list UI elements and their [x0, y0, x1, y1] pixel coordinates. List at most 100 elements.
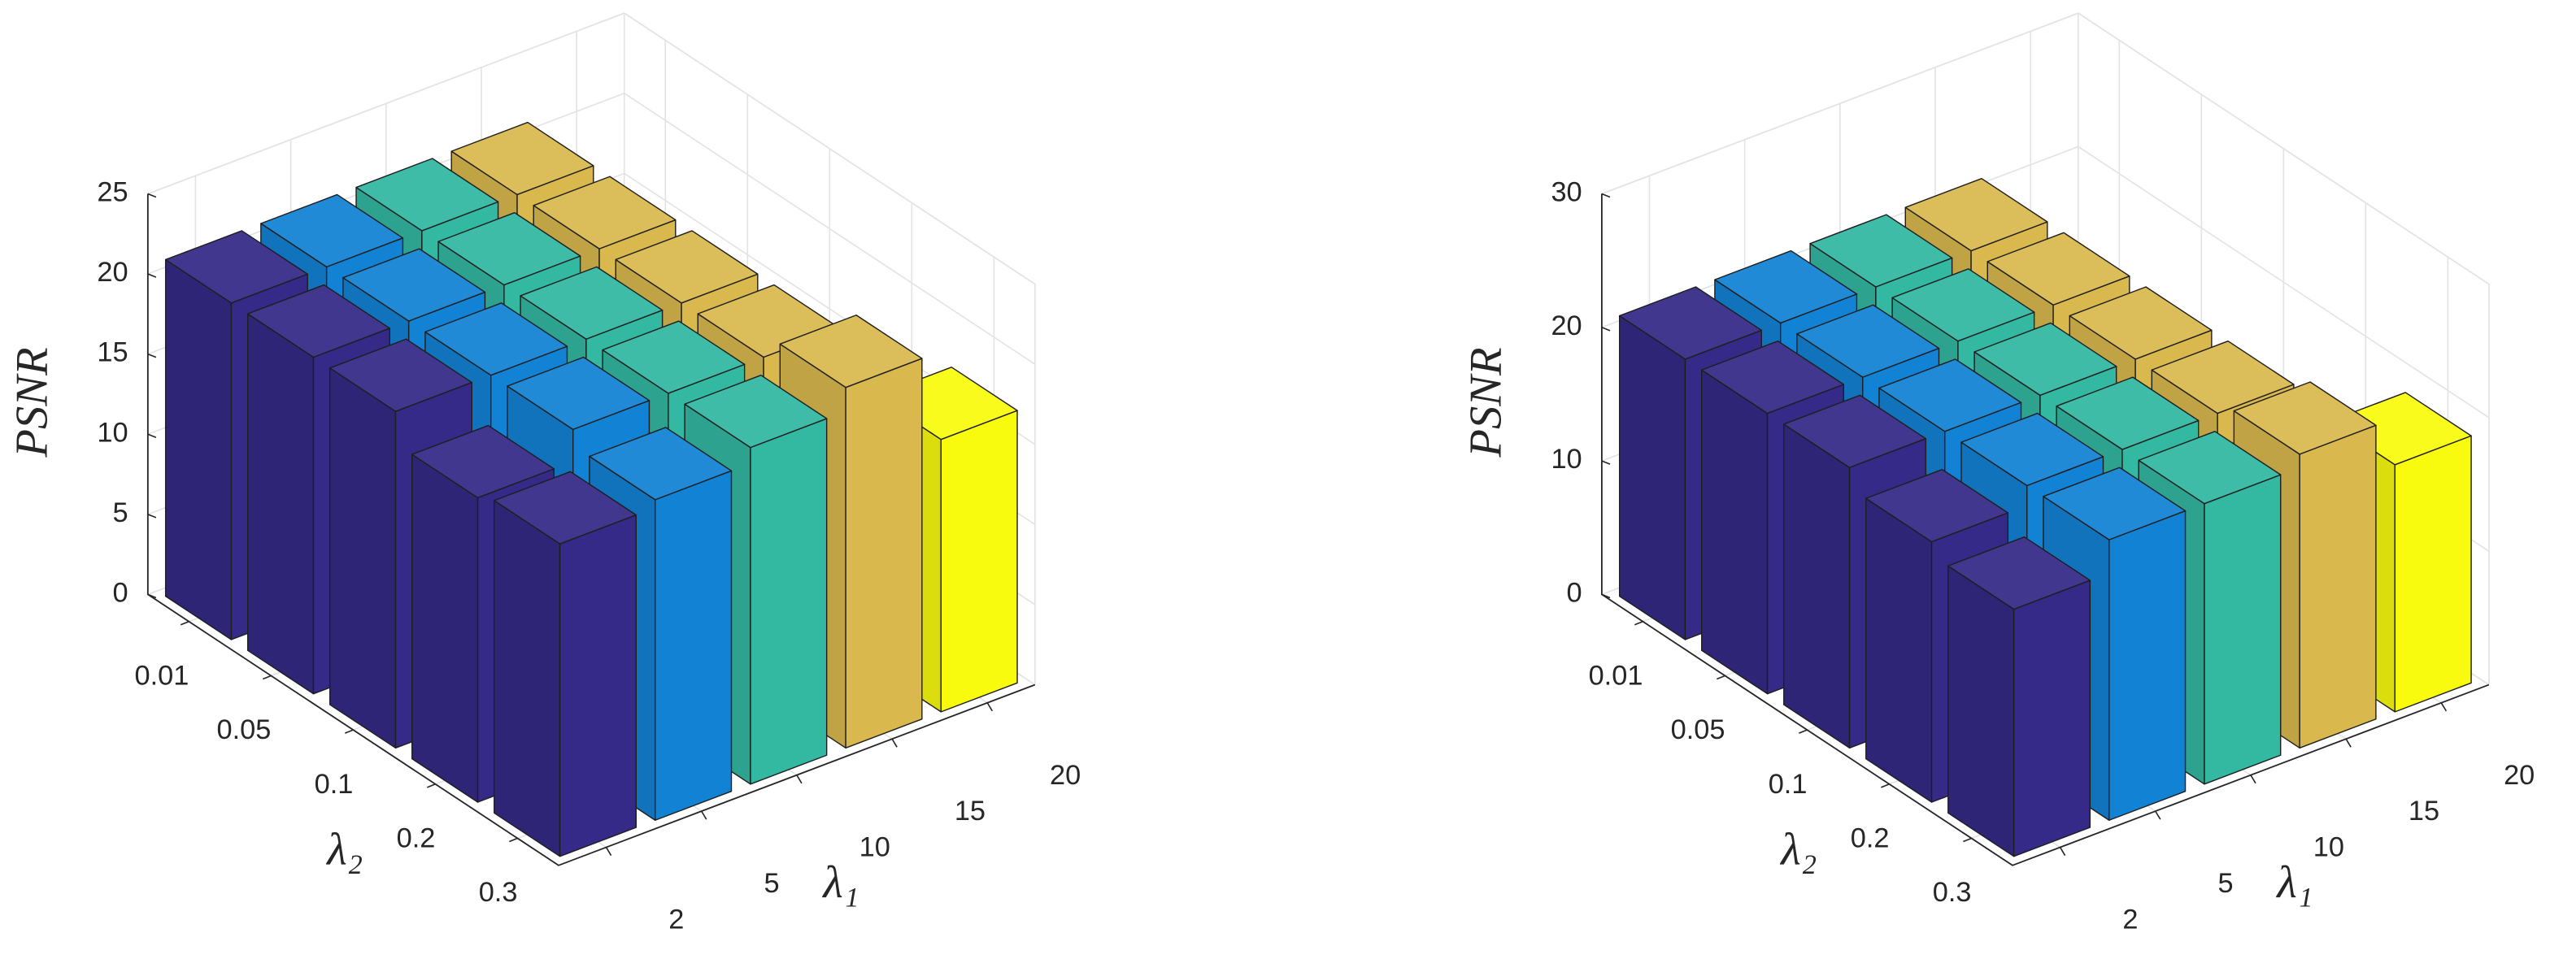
bar-front-face [2299, 424, 2377, 749]
bar-top-face [1714, 250, 1858, 324]
x-tick-label: 15 [2408, 796, 2439, 827]
y-tick-label: 0.3 [1933, 877, 1972, 908]
x-tick-label: 20 [2504, 760, 2535, 791]
bar-top-face [1973, 322, 2117, 397]
z-tick-label: 20 [1551, 310, 1582, 341]
z-tick-label: 15 [97, 337, 128, 368]
x-tick [2250, 775, 2256, 784]
y-tick [509, 837, 518, 843]
bar-top-face [1986, 232, 2130, 306]
bar-left-face [494, 500, 561, 857]
z-tick [147, 273, 157, 278]
x-axis-label: λ₁ [821, 857, 859, 908]
bar-top-face [2043, 466, 2187, 540]
x-tick [605, 847, 612, 857]
bar-top-face [1891, 268, 2035, 342]
bar-front-face [2204, 474, 2282, 785]
x-tick [2440, 702, 2448, 712]
y-tick-label: 0.05 [217, 714, 272, 745]
bar-left-face [329, 367, 397, 749]
bar-front-face [2394, 435, 2472, 713]
x-tick-label: 15 [955, 796, 986, 827]
bar-top-face [1960, 412, 2104, 487]
bar-left-face [411, 453, 479, 803]
z-axis-label: PSNR [7, 347, 57, 458]
z-tick [1601, 327, 1611, 332]
y-tick [427, 783, 436, 788]
bar-top-face [246, 284, 390, 358]
bar-top-face [450, 121, 594, 196]
y-tick [344, 729, 354, 734]
bar-top-face [1796, 304, 1940, 378]
bar-front-face [845, 358, 923, 749]
bar-top-face [1947, 536, 2091, 610]
z-tick-label: 25 [97, 177, 128, 208]
bar-top-face [329, 338, 472, 412]
x-tick [986, 702, 994, 712]
z-tick [147, 514, 157, 519]
bar [494, 471, 637, 857]
z-tick-label: 0 [112, 578, 128, 609]
x-tick-label: 5 [764, 868, 779, 899]
y-tick-label: 0.2 [1851, 823, 1890, 854]
bar-top-face [411, 424, 555, 499]
y-tick-label: 0.3 [479, 877, 518, 908]
y-tick [1881, 783, 1890, 788]
bar-left-face [1783, 423, 1851, 749]
bar-top-face [2138, 431, 2282, 505]
bar-top-face [1865, 468, 2009, 543]
bar-top-face [164, 230, 308, 304]
bar [1947, 536, 2091, 857]
bar-front-face [559, 514, 637, 857]
bar-front-face [750, 418, 828, 785]
x-axis-label: λ₁ [2275, 857, 2313, 908]
bar-top-face [1783, 394, 1927, 468]
x-tick [2345, 738, 2352, 748]
y-tick [1963, 837, 1972, 843]
bar-front-face [940, 410, 1018, 713]
y-axis-label: λ₂ [325, 825, 363, 875]
bar-top-face [615, 230, 759, 304]
grid-line [1601, 12, 2490, 285]
x-tick [701, 810, 707, 820]
z-tick-label: 5 [112, 497, 128, 528]
x-tick [891, 738, 898, 748]
x-tick-label: 5 [2218, 868, 2234, 899]
y-tick [180, 621, 189, 626]
bar-top-face [355, 158, 499, 232]
y-tick-label: 0.01 [135, 661, 189, 692]
x-tick [2059, 847, 2066, 857]
x-tick-label: 2 [2122, 905, 2138, 935]
z-tick-label: 0 [1567, 578, 1582, 609]
bar-left-face [1619, 315, 1686, 640]
bar-top-face [520, 266, 664, 340]
y-tick-label: 0.01 [1589, 661, 1643, 692]
bar-top-face [779, 315, 923, 388]
bar-top-face [1809, 214, 1953, 288]
bar-front-face [2012, 579, 2091, 857]
chart: 05101520250.010.050.10.20.325101520PSNRλ… [7, 12, 1081, 935]
z-tick-label: 20 [97, 257, 128, 288]
x-tick-label: 10 [2313, 832, 2344, 863]
z-axis-label: PSNR [1460, 347, 1511, 458]
bar-top-face [2233, 381, 2377, 455]
z-tick-label: 10 [97, 417, 128, 448]
bar-top-face [2056, 376, 2200, 450]
bar-top-face [260, 193, 404, 268]
bar-front-face [2108, 510, 2187, 821]
bar-top-face [494, 471, 637, 545]
x-tick [796, 775, 803, 784]
bar-top-face [602, 320, 746, 394]
z-tick [147, 353, 157, 358]
y-tick-label: 0.05 [1671, 714, 1725, 745]
bar-left-face [1947, 565, 2015, 857]
bar-top-face [684, 374, 828, 449]
bar-front-face [655, 470, 733, 821]
z-tick-label: 10 [1551, 444, 1582, 475]
y-tick-label: 0.2 [397, 823, 436, 854]
bar-top-face [589, 427, 733, 501]
bar-left-face [246, 313, 315, 695]
bar-top-face [2151, 340, 2295, 414]
